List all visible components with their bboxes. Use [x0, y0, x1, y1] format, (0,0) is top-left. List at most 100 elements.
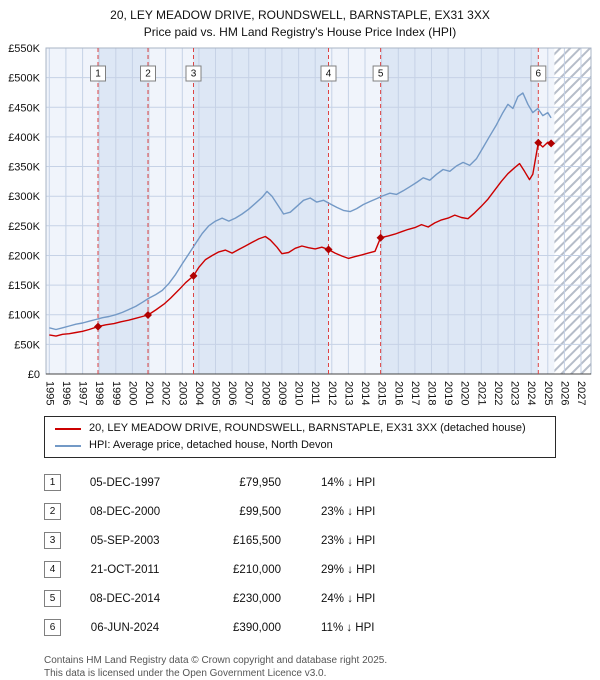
footer-line-2: This data is licensed under the Open Gov…	[44, 668, 327, 679]
gridlines	[46, 47, 591, 375]
table-row: 3 05-SEP-2003 £165,500 23% ↓ HPI	[44, 526, 600, 555]
svg-text:2009: 2009	[276, 381, 288, 405]
sale-lines	[97, 48, 539, 374]
y-axis-labels: £0 £50K £100K £150K £200K £250K £300K £350K £400…	[8, 43, 40, 381]
svg-text:2: 2	[145, 69, 151, 80]
svg-text:1: 1	[95, 69, 101, 80]
legend-item-property: 20, LEY MEADOW DRIVE, ROUNDSWELL, BARNST…	[51, 420, 549, 437]
sale-price: £210,000	[233, 563, 281, 576]
sale-number-badge: 2	[44, 503, 61, 520]
legend-line-red	[55, 427, 81, 430]
svg-text:£250K: £250K	[8, 221, 40, 233]
sale-hpi-delta: 29% ↓ HPI	[321, 563, 376, 576]
svg-text:2026: 2026	[558, 381, 570, 405]
sale-price: £99,500	[239, 505, 281, 518]
svg-text:2003: 2003	[176, 381, 188, 405]
svg-text:1996: 1996	[60, 381, 72, 405]
sale-number-badge: 1	[44, 474, 61, 491]
svg-text:3: 3	[191, 69, 197, 80]
svg-text:2022: 2022	[492, 381, 504, 405]
svg-text:2004: 2004	[193, 381, 205, 405]
svg-text:2024: 2024	[525, 381, 537, 405]
svg-text:2016: 2016	[392, 381, 404, 405]
chart-subtitle: Price paid vs. HM Land Registry's House …	[143, 25, 457, 39]
future-hatch-region	[554, 48, 591, 374]
svg-text:£100K: £100K	[8, 310, 40, 322]
sales-table: 1 05-DEC-1997 £79,950 14% ↓ HPI 2 08-DEC…	[44, 468, 600, 642]
svg-text:2000: 2000	[126, 381, 138, 405]
table-row: 4 21-OCT-2011 £210,000 29% ↓ HPI	[44, 555, 600, 584]
svg-text:2005: 2005	[210, 381, 222, 405]
sale-price: £230,000	[233, 592, 281, 605]
legend-label-property: 20, LEY MEADOW DRIVE, ROUNDSWELL, BARNST…	[89, 422, 526, 434]
table-row: 5 08-DEC-2014 £230,000 24% ↓ HPI	[44, 584, 600, 613]
svg-text:2012: 2012	[326, 381, 338, 405]
chart-header: 20, LEY MEADOW DRIVE, ROUNDSWELL, BARNST…	[0, 0, 600, 40]
sale-number-badge: 3	[44, 532, 61, 549]
sale-hpi-delta: 23% ↓ HPI	[321, 534, 376, 547]
sale-date: 21-OCT-2011	[90, 563, 160, 576]
svg-text:£200K: £200K	[8, 251, 40, 263]
svg-text:2001: 2001	[143, 381, 155, 405]
svg-text:6: 6	[536, 69, 542, 80]
svg-text:2008: 2008	[259, 381, 271, 405]
svg-text:5: 5	[378, 69, 384, 80]
ownership-bands	[46, 48, 591, 374]
svg-text:£150K: £150K	[8, 280, 40, 292]
sale-number-badge: 4	[44, 561, 61, 578]
svg-text:1999: 1999	[110, 381, 122, 405]
sale-hpi-delta: 11% ↓ HPI	[321, 621, 375, 634]
sale-hpi-delta: 23% ↓ HPI	[321, 505, 376, 518]
chart-area: £0 £50K £100K £150K £200K £250K £300K £350K £400…	[0, 40, 600, 414]
svg-text:1995: 1995	[43, 381, 55, 405]
chart-legend: 20, LEY MEADOW DRIVE, ROUNDSWELL, BARNST…	[44, 416, 556, 458]
svg-text:2023: 2023	[509, 381, 521, 405]
sale-hpi-delta: 14% ↓ HPI	[321, 476, 376, 489]
x-axis-labels: 1995 1996 1997 1998 1999 2000 2001 2002 2003 2004…	[43, 381, 587, 405]
table-row: 1 05-DEC-1997 £79,950 14% ↓ HPI	[44, 468, 600, 497]
svg-text:2025: 2025	[542, 381, 554, 405]
svg-text:1997: 1997	[77, 381, 89, 405]
svg-text:£400K: £400K	[8, 132, 40, 144]
sale-date: 05-DEC-1997	[89, 476, 161, 489]
legend-line-blue	[55, 444, 81, 447]
svg-text:2007: 2007	[243, 381, 255, 405]
svg-text:2021: 2021	[475, 381, 487, 405]
svg-text:£0: £0	[28, 369, 40, 381]
sale-number-boxes: 1 2 3 4 5 6	[90, 65, 547, 82]
svg-text:£50K: £50K	[14, 339, 40, 351]
svg-text:2011: 2011	[309, 381, 321, 405]
svg-text:1998: 1998	[93, 381, 105, 405]
series-price-line	[49, 141, 552, 337]
sale-hpi-delta: 24% ↓ HPI	[321, 592, 376, 605]
legend-label-hpi: HPI: Average price, detached house, Nort…	[89, 439, 333, 451]
sale-date: 06-JUN-2024	[90, 621, 160, 634]
sale-date: 05-SEP-2003	[90, 534, 160, 547]
svg-text:2002: 2002	[160, 381, 172, 405]
svg-text:2019: 2019	[442, 381, 454, 405]
svg-text:2017: 2017	[409, 381, 421, 405]
sale-price: £79,950	[239, 476, 281, 489]
svg-text:2018: 2018	[426, 381, 438, 405]
svg-text:2027: 2027	[575, 381, 587, 405]
chart-title: 20, LEY MEADOW DRIVE, ROUNDSWELL, BARNST…	[110, 8, 490, 22]
legend-item-hpi: HPI: Average price, detached house, Nort…	[51, 437, 549, 454]
sale-date: 08-DEC-2014	[89, 592, 161, 605]
svg-text:£550K: £550K	[8, 43, 40, 55]
svg-text:2010: 2010	[293, 381, 305, 405]
sale-date: 08-DEC-2000	[89, 505, 161, 518]
svg-text:£500K: £500K	[8, 73, 40, 85]
svg-text:2020: 2020	[459, 381, 471, 405]
license-footer: Contains HM Land Registry data © Crown c…	[44, 654, 600, 680]
sale-number-badge: 6	[44, 619, 61, 636]
table-row: 2 08-DEC-2000 £99,500 23% ↓ HPI	[44, 497, 600, 526]
sale-number-badge: 5	[44, 590, 61, 607]
svg-text:2006: 2006	[226, 381, 238, 405]
sale-price: £165,500	[233, 534, 281, 547]
svg-text:£450K: £450K	[8, 102, 40, 114]
sale-markers	[94, 138, 556, 331]
svg-text:£300K: £300K	[8, 191, 40, 203]
svg-text:4: 4	[326, 69, 332, 80]
footer-line-1: Contains HM Land Registry data © Crown c…	[44, 655, 388, 666]
